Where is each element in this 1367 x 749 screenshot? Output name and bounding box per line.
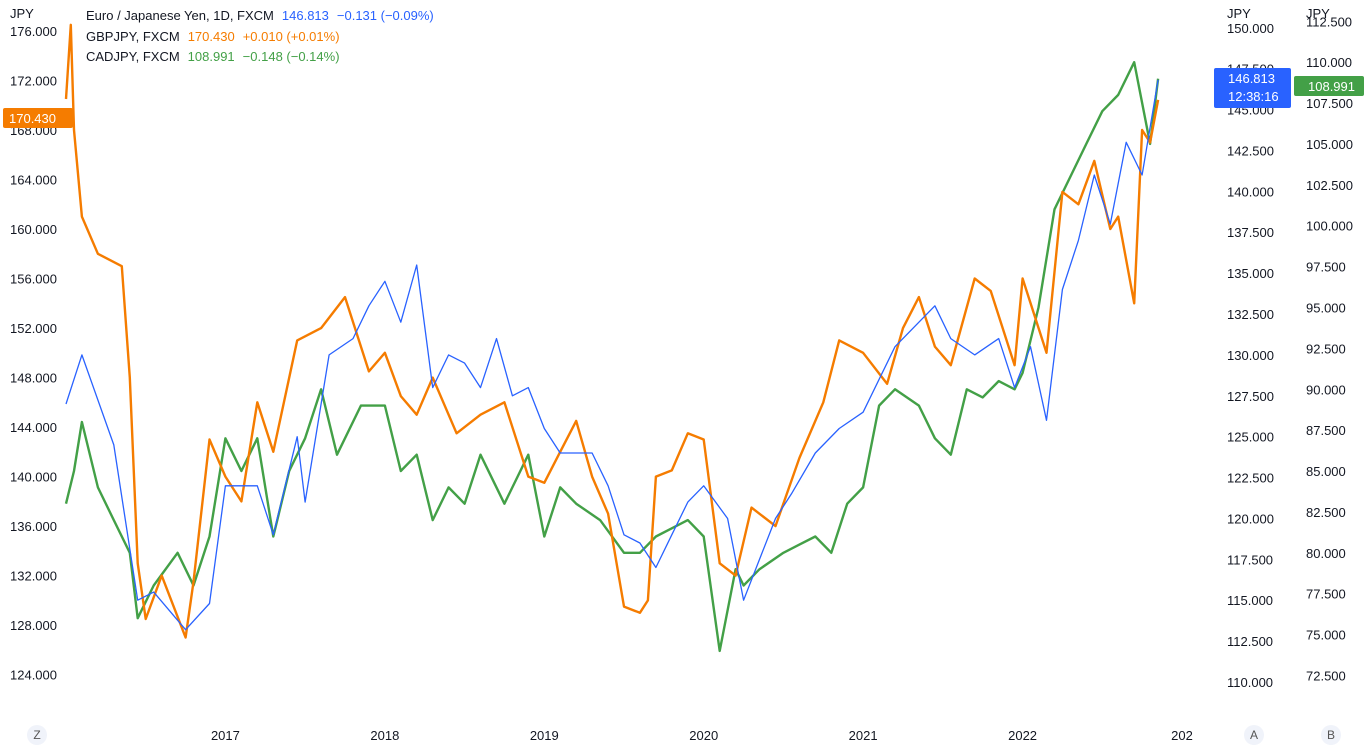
left-axis-tick: 156.000 [10,272,57,287]
right-axis-b-tick: 97.500 [1306,260,1346,275]
right-axis-b-tick: 80.000 [1306,546,1346,561]
legend-gbpjpy-change: +0.010 (+0.01%) [242,28,340,44]
eurjpy-badge-bg [1214,68,1291,108]
time-axis-tick: 202 [1171,728,1193,743]
left-axis-tick: 128.000 [10,618,57,633]
legend-cadjpy-name: CADJPY, FXCM [86,49,180,64]
time-axis-tick: 2020 [689,728,718,743]
right-axis-a-tick: 137.500 [1227,225,1274,240]
right-axis-b-tick: 105.000 [1306,137,1353,152]
left-axis-tick: 144.000 [10,420,57,435]
right-axis-b-tick: 82.500 [1306,505,1346,520]
right-axis-b-tick: 95.000 [1306,300,1346,315]
right-axis-a-tick: 117.500 [1227,552,1273,567]
legend-eurjpy-name: Euro / Japanese Yen, 1D, FXCM [86,8,274,23]
right-axis-b-tick: 100.000 [1306,219,1353,234]
right-axis-b-tick: 72.500 [1306,668,1346,683]
right-axis-a-unit: JPY [1227,6,1251,21]
right-axis-a-toggle-label: A [1250,728,1258,742]
right-axis-a-tick: 122.500 [1227,471,1274,486]
right-axis-b-tick: 87.500 [1306,423,1346,438]
left-axis-toggle-button[interactable]: Z [27,725,47,745]
cadjpy-badge-bg [1294,76,1364,96]
left-axis-tick: 132.000 [10,569,57,584]
legend-eurjpy-change: −0.131 (−0.09%) [336,8,434,23]
legend-eurjpy-value: 146.813 [281,8,329,23]
left-axis[interactable]: 176.000172.000168.000164.000160.000156.0… [10,24,57,683]
left-axis-tick: 140.000 [10,470,57,485]
right-axis-a-tick: 112.500 [1227,634,1273,649]
right-axis-a-tick: 130.000 [1227,348,1274,363]
legend-gbpjpy-name: GBPJPY, FXCM [86,28,180,44]
series-line-gbpjpy[interactable] [64,23,1160,639]
legend-row-eurjpy[interactable]: Euro / Japanese Yen, 1D, FXCM 146.813 −0.1… [86,6,442,27]
right-axis-b-tick: 102.500 [1306,178,1353,193]
eurjpy-badge-value: 146.813 [1228,71,1275,86]
chart-legend: Euro / Japanese Yen, 1D, FXCM 146.813 −0.1… [86,6,442,68]
legend-gbpjpy-value: 170.430 [187,28,235,44]
left-axis-tick: 164.000 [10,173,57,188]
right-axis-a-tick: 150.000 [1227,21,1274,36]
series-line-eurjpy[interactable] [65,79,1159,631]
right-axis-a-tick: 140.000 [1227,184,1274,199]
right-axis-a[interactable]: 150.000147.500145.000142.500140.000137.5… [1227,21,1274,690]
series-line-cadjpy[interactable] [64,61,1160,653]
right-axis-a-tick: 125.000 [1227,430,1274,445]
right-axis-b-tick: 75.000 [1306,628,1346,643]
left-axis-tick: 176.000 [10,24,57,39]
eurjpy-price-badge: 146.813 12:38:16 [1214,68,1291,108]
time-axis[interactable]: 2017 2018 2019 2020 2021 2022 202 [211,728,1193,743]
legend-row-cadjpy[interactable]: CADJPY, FXCM 108.991 −0.148 (−0.14%) [86,47,442,68]
right-axis-b-tick: 112.500 [1306,14,1352,29]
left-axis-toggle-label: Z [33,728,40,742]
left-axis-tick: 136.000 [10,519,57,534]
gbpjpy-badge-value: 170.430 [9,111,56,126]
right-axis-b-tick: 107.500 [1306,96,1353,111]
right-axis-b[interactable]: 112.500 110.000 107.500 105.000 102.500 100.0… [1306,14,1353,683]
right-axis-a-tick: 115.000 [1227,593,1273,608]
cadjpy-badge-value: 108.991 [1308,79,1355,94]
gbpjpy-price-badge: 170.430 [3,108,73,128]
left-axis-tick: 152.000 [10,321,57,336]
left-axis-unit: JPY [10,6,34,21]
left-axis-tick: 124.000 [10,668,57,683]
right-axis-a-tick: 142.500 [1227,143,1274,158]
gbpjpy-badge-bg [3,108,73,128]
right-axis-a-tick: 135.000 [1227,266,1274,281]
right-axis-b-tick: 110.000 [1306,55,1352,70]
right-axis-b-unit: JPY [1306,6,1330,21]
legend-cadjpy-value: 108.991 [187,49,235,64]
series-lines [64,23,1160,653]
right-axis-b-tick: 85.000 [1306,464,1346,479]
right-axis-a-tick: 127.500 [1227,389,1274,404]
time-axis-tick: 2017 [211,728,240,743]
time-axis-tick: 2019 [530,728,559,743]
time-axis-tick: 2021 [849,728,878,743]
right-axis-a-tick: 132.500 [1227,307,1274,322]
eurjpy-badge-countdown: 12:38:16 [1228,89,1279,104]
left-axis-tick: 160.000 [10,222,57,237]
right-axis-a-toggle-button[interactable]: A [1244,725,1264,745]
right-axis-a-tick: 110.000 [1227,675,1273,690]
right-axis-b-tick: 92.500 [1306,341,1346,356]
right-axis-b-tick: 90.000 [1306,382,1346,397]
right-axis-b-toggle-button[interactable]: B [1321,725,1341,745]
right-axis-b-tick: 77.500 [1306,587,1346,602]
legend-cadjpy-change: −0.148 (−0.14%) [242,49,340,64]
left-axis-tick: 172.000 [10,73,57,88]
right-axis-b-toggle-label: B [1327,728,1335,742]
left-axis-tick: 148.000 [10,371,57,386]
legend-row-gbpjpy[interactable]: GBPJPY, FXCM 170.430 +0.010 (+0.01%) [86,27,442,48]
right-axis-a-tick: 120.000 [1227,511,1274,526]
time-axis-tick: 2018 [370,728,399,743]
time-axis-tick: 2022 [1008,728,1037,743]
cadjpy-price-badge: 108.991 [1294,76,1364,96]
